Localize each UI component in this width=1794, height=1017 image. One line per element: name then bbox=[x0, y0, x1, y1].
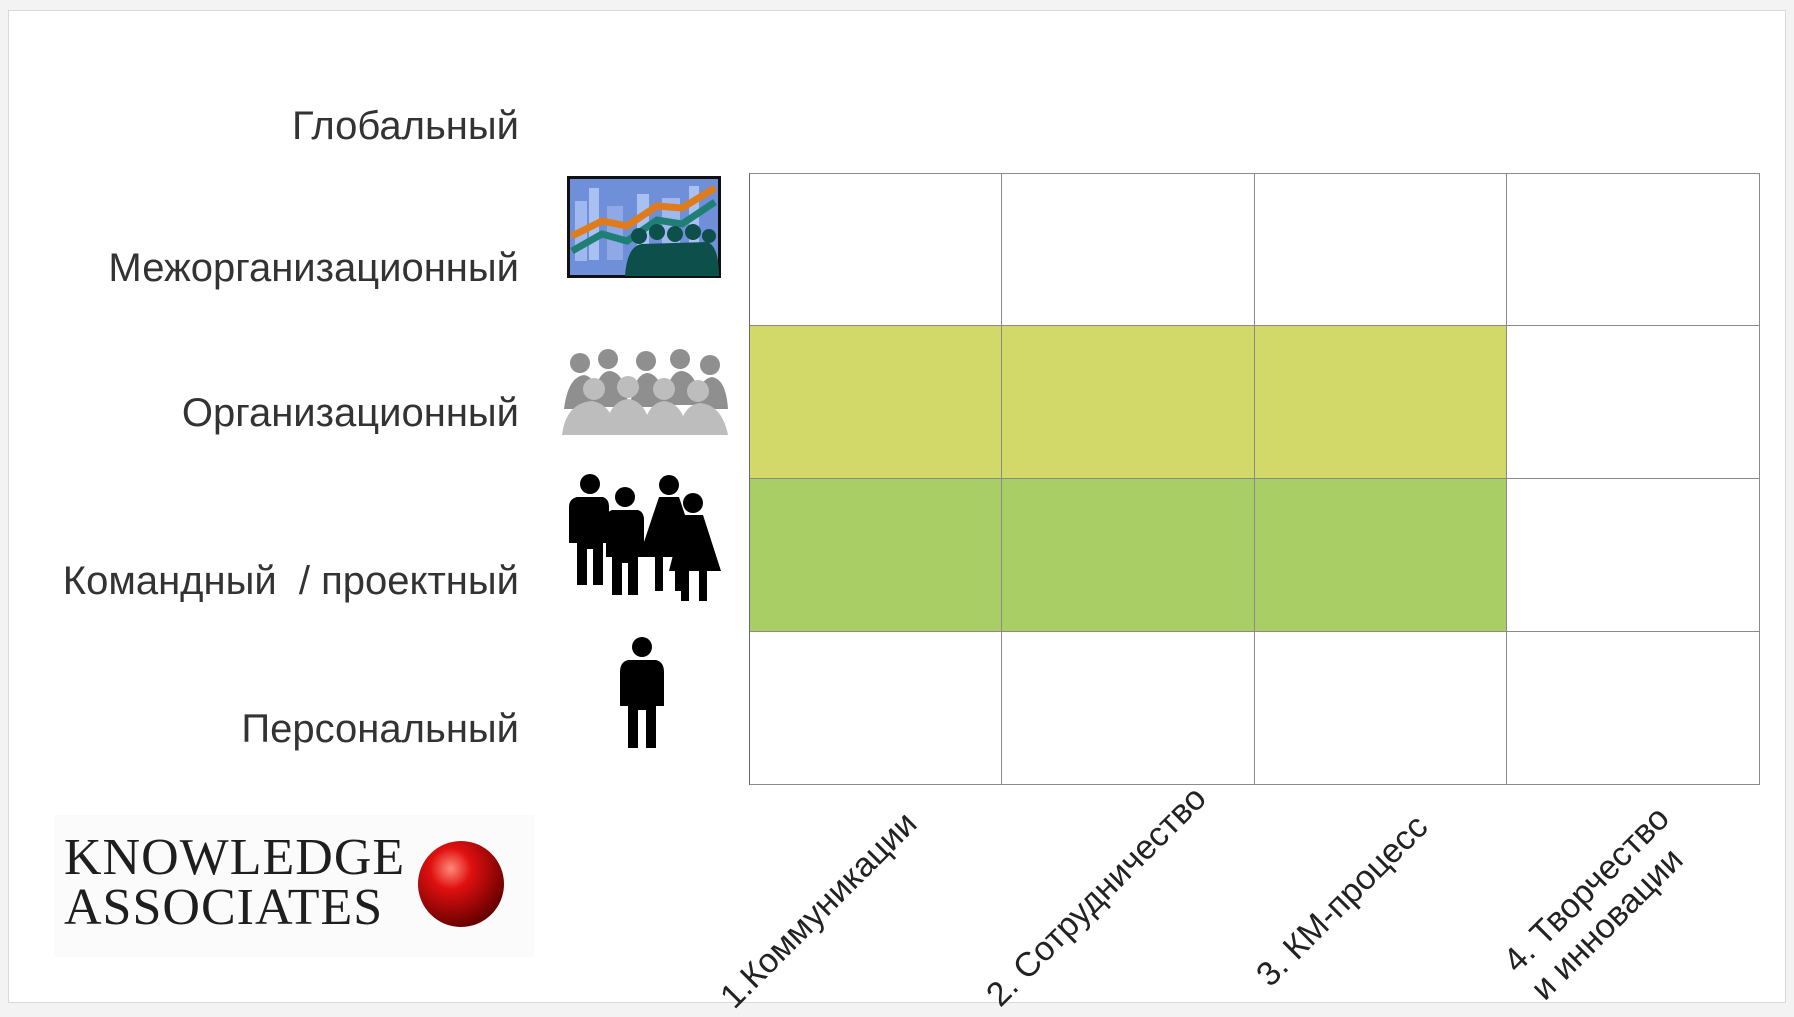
grid-cell-r2-c3 bbox=[1254, 326, 1508, 479]
level-label-interorganizational: Межорганизационный bbox=[108, 246, 519, 290]
grid-cell-r4-c3 bbox=[1254, 632, 1508, 785]
grid-cell-r1-c3 bbox=[1254, 173, 1508, 326]
slide: Глобальный Межорганизационный Организаци… bbox=[8, 10, 1786, 1016]
grid-cell-r4-c4 bbox=[1507, 632, 1760, 785]
grid-cell-r4-c2 bbox=[1001, 632, 1255, 785]
grid-cell-r3-c1 bbox=[749, 479, 1002, 632]
red-sphere-icon bbox=[418, 841, 504, 927]
team-icon bbox=[569, 474, 721, 601]
grid-cell-r3-c3 bbox=[1254, 479, 1508, 632]
logo-line-1: KNOWLEDGE bbox=[64, 829, 406, 886]
grid-cell-r1-c4 bbox=[1507, 173, 1760, 326]
column-label-creativity-innovation: 4. Творчество и инновации bbox=[1496, 799, 1691, 1008]
grid-cell-r2-c4 bbox=[1507, 326, 1760, 479]
logo-text: KNOWLEDGE ASSOCIATES bbox=[64, 829, 406, 936]
level-label-personal: Персональный bbox=[241, 707, 519, 751]
column-label-collaboration: 2. Сотрудничество bbox=[979, 779, 1214, 1014]
column-label-km-process: 3. КМ-процесс bbox=[1249, 807, 1436, 994]
grid-cell-r4-c1 bbox=[749, 632, 1002, 785]
crowd-icon bbox=[562, 349, 728, 435]
level-label-organizational: Организационный bbox=[181, 391, 519, 435]
grid-cell-r1-c2 bbox=[1001, 173, 1255, 326]
grid-cell-r2-c2 bbox=[1001, 326, 1255, 479]
knowledge-associates-logo: KNOWLEDGE ASSOCIATES bbox=[54, 815, 534, 957]
column-label-communications: 1.Коммуникации bbox=[713, 804, 925, 1016]
level-label-team-project: Командный / проектный bbox=[62, 559, 519, 603]
person-icon bbox=[620, 637, 664, 748]
chart-presentation-icon bbox=[567, 176, 721, 278]
logo-line-2: ASSOCIATES bbox=[64, 879, 384, 936]
level-label-global: Глобальный bbox=[291, 104, 519, 148]
grid-cell-r2-c1 bbox=[749, 326, 1002, 479]
maturity-grid bbox=[749, 173, 1760, 785]
grid-cell-r3-c2 bbox=[1001, 479, 1255, 632]
grid-cell-r1-c1 bbox=[749, 173, 1002, 326]
grid-cell-r3-c4 bbox=[1507, 479, 1760, 632]
